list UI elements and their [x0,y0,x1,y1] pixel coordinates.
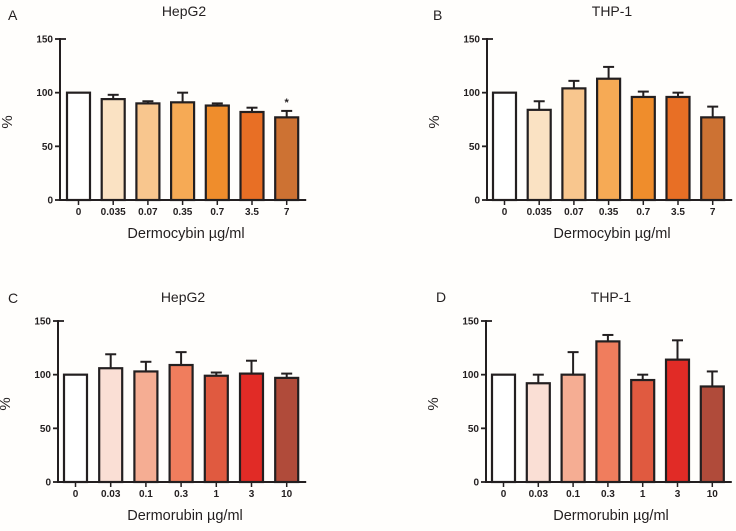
x-axis-label: Dermocybin µg/ml [553,226,670,242]
chart-title: HepG2 [162,3,207,19]
chart-panel-a: A HepG2 % Dermocybin µg/ml 0 50 100 150 0 0.0… [0,3,307,242]
x-axis-label: Dermorubin µg/ml [127,508,243,524]
x-tick-label: 0.07 [564,207,584,218]
bar [135,102,161,202]
y-tick-label: 50 [40,424,52,435]
bar [596,77,622,202]
bar [595,340,621,484]
bar [170,101,196,202]
y-tick-label: 150 [34,317,51,328]
x-tick-label: 0.7 [636,207,650,218]
bar [62,373,89,484]
significance-marker: * [285,97,290,109]
x-tick-label: 0.7 [210,207,224,218]
chart-panel-b: B THP-1 % Dermocybin µg/ml 0 50 100 150 0 0.0… [426,3,733,242]
x-tick-label: 0.1 [566,489,580,500]
x-tick-label: 3.5 [671,207,685,218]
bar [491,91,518,202]
x-tick-label: 0 [501,489,507,500]
x-tick-label: 3 [675,489,681,500]
x-tick-label: 0 [73,489,79,500]
chart-panel-d: D THP-1 % Dermorubin µg/ml 0 50 100 150 0 0.0… [425,289,732,524]
bar [630,95,656,202]
bar [490,373,517,484]
bar [699,385,725,484]
x-axis-label: Dermorubin µg/ml [553,508,669,524]
y-tick-label: 50 [42,142,54,153]
y-tick-label: 50 [468,424,480,435]
chart-title: THP-1 [591,289,632,305]
chart-title: HepG2 [161,289,206,305]
y-tick-label: 150 [36,35,53,46]
x-tick-label: 3.5 [245,207,259,218]
x-tick-label: 0.03 [101,489,121,500]
y-tick-label: 150 [463,35,480,46]
y-tick-label: 0 [45,478,51,489]
y-axis-label: % [426,115,443,128]
x-tick-label: 0.03 [529,489,549,500]
y-axis-label: % [0,397,14,410]
x-tick-label: 10 [707,489,719,500]
plot-area: 0 50 100 150 0 0.03 0.1 0.3 1 3 10 [34,317,307,500]
chart-title: THP-1 [592,3,633,19]
y-tick-label: 100 [34,370,51,381]
x-tick-label: 0 [502,207,508,218]
chart-panel-c: C HepG2 % Dermorubin µg/ml 0 50 100 150 0 0.0… [0,289,307,524]
x-tick-label: 7 [284,207,290,218]
y-tick-label: 0 [473,478,479,489]
panel-letter: A [8,7,18,23]
x-tick-label: 10 [281,489,293,500]
bar [700,116,726,202]
y-tick-label: 100 [463,88,480,99]
bar [204,104,230,202]
y-tick-label: 150 [462,317,479,328]
x-tick-label: 3 [249,489,255,500]
x-tick-label: 0.035 [527,207,552,218]
bar [525,382,551,484]
bar [526,108,552,202]
panel-letter: D [436,289,446,305]
y-tick-label: 100 [36,88,53,99]
bar [100,98,126,202]
bar [561,87,587,202]
x-tick-label: 0 [76,207,82,218]
y-tick-label: 0 [47,196,53,207]
x-tick-label: 1 [640,489,646,500]
bar [560,373,586,484]
x-tick-label: 0.07 [138,207,158,218]
bar [664,358,691,484]
y-tick-label: 0 [474,196,480,207]
bar [665,95,691,202]
bar [133,370,159,484]
bar [65,91,92,202]
bar [274,116,300,202]
bar [203,374,229,484]
bar [239,110,265,202]
plot-area: 0 50 100 150 0 0.035 0.07 0.35 0.7 3.5 7 [463,35,733,218]
bar [98,367,124,484]
x-tick-label: 1 [214,489,220,500]
x-tick-label: 0.3 [601,489,615,500]
plot-area: 0 50 100 150 0 0.03 0.1 0.3 1 3 10 [462,317,732,500]
bar [238,372,265,484]
x-tick-label: 0.35 [173,207,193,218]
panel-letter: C [8,290,18,306]
y-axis-label: % [0,115,16,128]
x-tick-label: 0.3 [174,489,188,500]
x-axis-label: Dermocybin µg/ml [127,226,244,242]
plot-area: 0 50 100 150 0 0.035 0.07 0.35 0.7 3.5 7 * [36,35,307,218]
y-tick-label: 100 [462,370,479,381]
bar [630,378,656,484]
bar [274,376,300,484]
x-tick-label: 7 [710,207,716,218]
bar [168,363,194,484]
x-tick-label: 0.1 [139,489,153,500]
panel-letter: B [433,7,442,23]
y-tick-label: 50 [469,142,481,153]
x-tick-label: 0.35 [599,207,619,218]
x-tick-label: 0.035 [101,207,126,218]
y-axis-label: % [425,397,442,410]
